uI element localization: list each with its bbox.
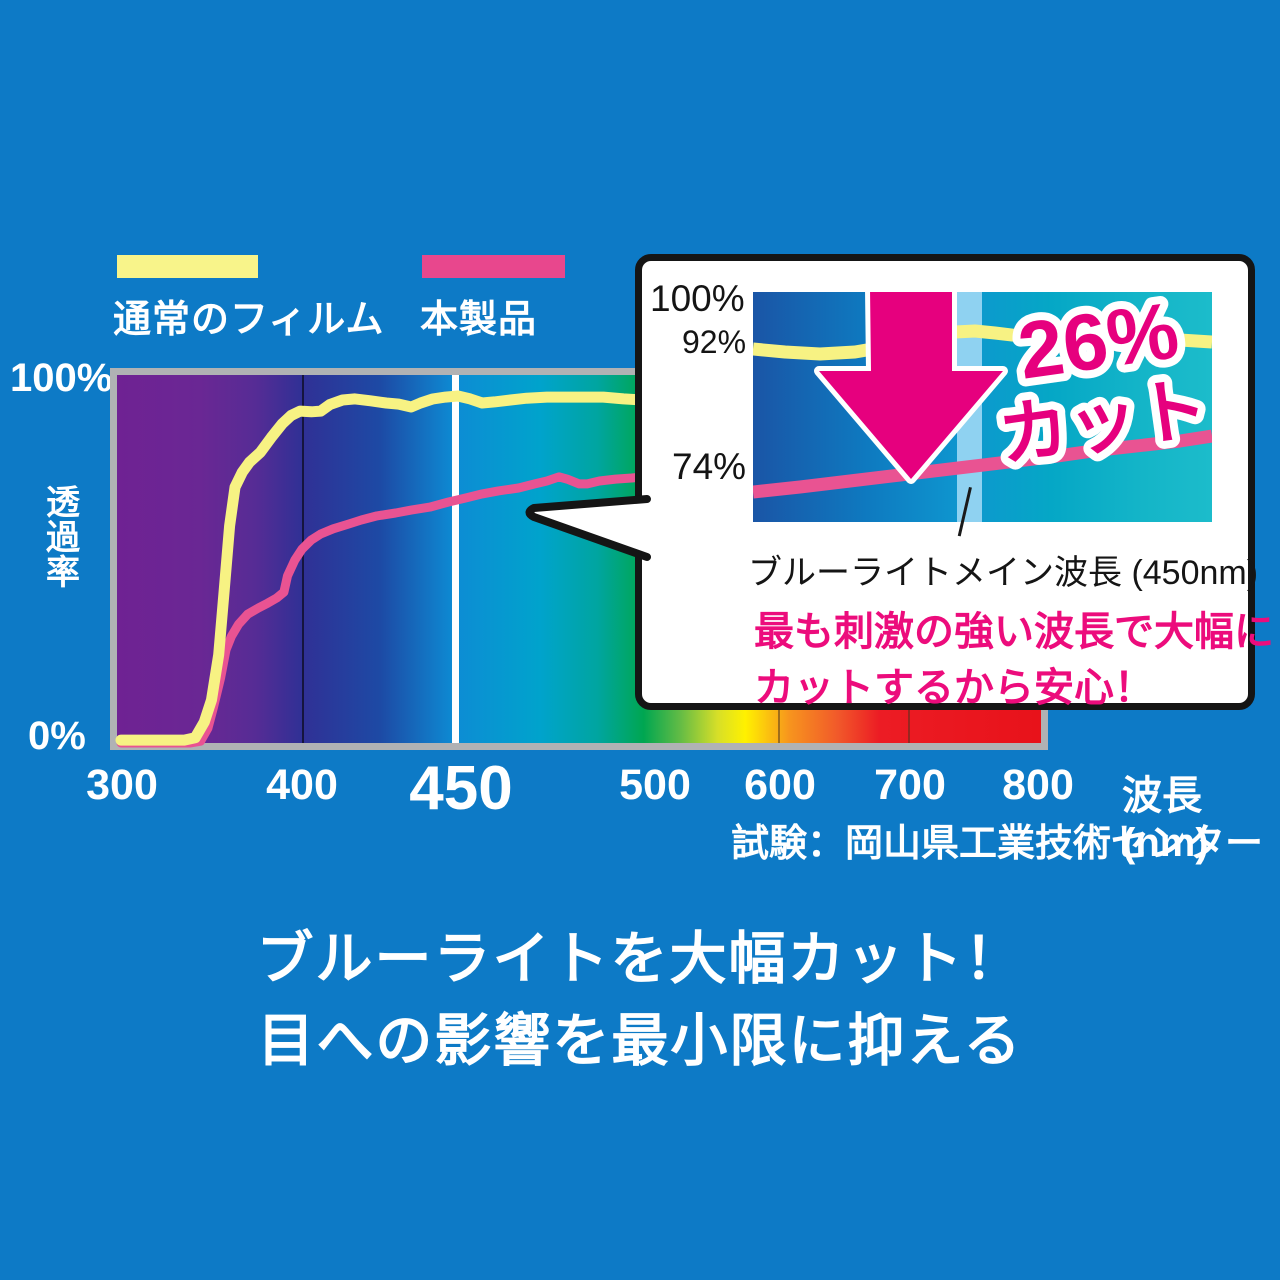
callout-label-92pct: 92% (682, 324, 747, 360)
x-tick-450: 450 (409, 754, 513, 823)
y-axis-min-label: 0% (28, 714, 86, 758)
x-tick-300: 300 (86, 761, 158, 809)
mini-normal-film-line (753, 324, 1212, 361)
transmittance-curves (115, 390, 650, 748)
legend-swatch-normal-film (117, 255, 258, 278)
callout-label-100pct: 100% (650, 278, 745, 319)
headline-line2: 目への影響を最小限に抑える (257, 1009, 1023, 1073)
x-tick-800: 800 (1002, 761, 1074, 809)
headline-line1: ブルーライトを大幅カット！ (256, 927, 1024, 991)
legend-label-product: 本製品 (420, 299, 538, 341)
gridline-450nm-highlight (452, 375, 459, 743)
mini-chart-graphics: 26% カット (753, 292, 1212, 499)
x-tick-500: 500 (619, 761, 691, 809)
callout-tail (525, 495, 651, 561)
callout-box-450nm-detail: 100% 92% 74% 26% カット ブルーライトメイン波長 (450nm)… (635, 254, 1274, 710)
x-tick-600: 600 (744, 761, 816, 809)
legend-swatch-product (422, 255, 565, 278)
test-source-note: 試験：岡山県工業技術センター (730, 823, 1263, 865)
callout-description-line1: 最も刺激の強い波長で大幅に (754, 610, 1274, 654)
cut-down-arrow-icon (814, 292, 1008, 484)
mini-product-line (753, 429, 1212, 499)
y-axis-title: 透過率 (46, 484, 80, 592)
legend-label-normal-film: 通常のフィルム (113, 299, 385, 341)
product-curve (116, 472, 649, 748)
callout-label-74pct: 74% (672, 446, 747, 487)
gridline-400nm (302, 375, 304, 743)
x-tick-400: 400 (266, 761, 338, 809)
y-axis-max-label: 100% (10, 356, 113, 400)
callout-description-line2: カットするから安心！ (754, 666, 1154, 710)
mini-zoom-chart: 26% カット (753, 292, 1212, 522)
wavelength-note: ブルーライトメイン波長 (450nm) (748, 554, 1259, 592)
x-tick-700: 700 (874, 761, 946, 809)
normal-film-curve (115, 390, 650, 746)
x-axis-unit-label: 波長(nm) (1122, 774, 1209, 865)
